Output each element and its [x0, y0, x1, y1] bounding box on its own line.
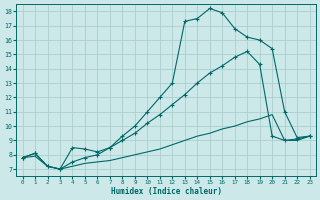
X-axis label: Humidex (Indice chaleur): Humidex (Indice chaleur) [111, 187, 221, 196]
